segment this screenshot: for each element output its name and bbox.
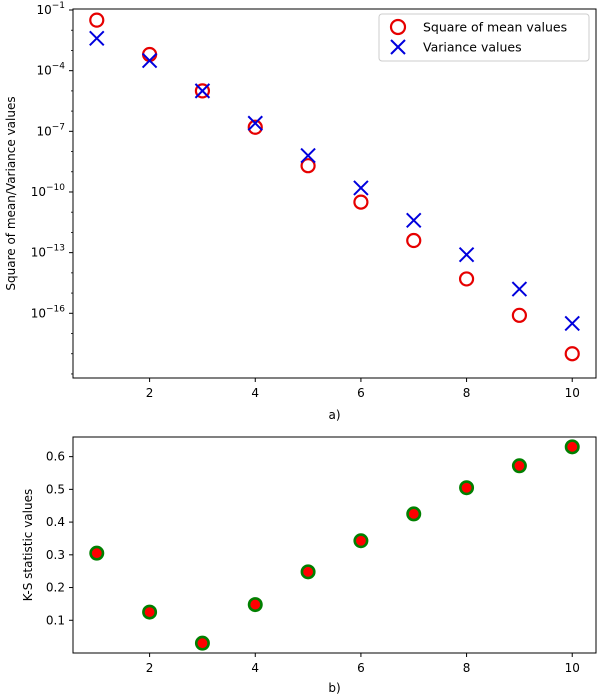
panel-b-chart: 2 4 6 8 10 0.1 0.2 0.3 0.4 0.5 0.6 b) K-S statist…: [21, 436, 597, 695]
ks-statistic-point: [194, 635, 210, 651]
panel-a-y-label: Square of mean/Variance values: [4, 96, 18, 290]
panel-a-chart: 2 4 6 8 10 10−1 10−4 10−7 10−10 10−13 10−16 a) Sq…: [4, 1, 597, 422]
legend-box: [378, 13, 590, 62]
variance-point: [564, 315, 580, 332]
panel-b-axes-frame: [72, 436, 597, 654]
variance-point: [247, 115, 263, 131]
y-tick-label: 0.2: [46, 581, 65, 595]
variance-point: [89, 30, 105, 47]
legend-circle-marker: [389, 18, 407, 36]
y-tick-label: 10−16: [31, 304, 66, 320]
y-tick-label: 10−4: [36, 62, 65, 78]
ks-statistic-point: [459, 480, 475, 496]
square-of-mean-point: [89, 12, 105, 28]
y-tick-label: 10−1: [36, 1, 65, 17]
square-of-mean-point: [194, 83, 211, 99]
square-of-mean-point: [511, 307, 527, 323]
ks-statistic-point: [353, 533, 369, 549]
square-of-mean-point: [353, 194, 369, 210]
square-of-mean-point: [458, 271, 475, 287]
y-tick-label: 10−7: [36, 122, 65, 138]
y-tick-label: 0.4: [46, 515, 65, 529]
ks-statistic-point: [89, 545, 105, 561]
panel-a-legend: Square of mean values Variance values: [378, 13, 590, 62]
ks-statistic-point: [406, 506, 422, 522]
x-tick-label: 4: [251, 661, 259, 675]
square-of-mean-point: [564, 346, 580, 362]
panel-a-y-ticks: 10−1 10−4 10−7 10−10 10−13 10−16: [31, 1, 73, 375]
square-of-mean-point: [406, 232, 422, 249]
panel-b-marks: [89, 439, 580, 651]
panel-b-y-label: K-S statistic values: [21, 489, 35, 601]
panel-a-x-ticks: 2 4 6 8 10: [146, 378, 580, 400]
variance-point: [353, 180, 369, 196]
y-tick-label: 10−10: [31, 183, 66, 199]
x-tick-label: 8: [463, 661, 471, 675]
variance-point: [458, 246, 475, 263]
ks-statistic-point: [511, 458, 527, 474]
square-of-mean-point: [300, 158, 316, 174]
variance-point: [406, 212, 422, 228]
x-tick-label: 2: [146, 661, 154, 675]
x-tick-label: 2: [146, 386, 154, 400]
variance-point: [300, 147, 316, 164]
ks-statistic-point: [300, 564, 316, 580]
y-tick-label: 0.3: [46, 548, 65, 562]
square-of-mean-point: [247, 119, 263, 135]
ks-statistic-point: [564, 439, 580, 455]
y-tick-label: 0.1: [46, 613, 65, 627]
x-tick-label: 6: [357, 386, 365, 400]
panel-b-x-ticks: 2 4 6 8 10: [146, 653, 580, 675]
ks-statistic-point: [142, 604, 158, 620]
legend-x-marker: [390, 39, 406, 55]
x-tick-label: 4: [251, 386, 259, 400]
x-tick-label: 8: [463, 386, 471, 400]
variance-point: [194, 83, 211, 99]
variance-point: [511, 281, 528, 297]
y-tick-label: 0.6: [46, 450, 65, 464]
x-tick-label: 6: [357, 661, 365, 675]
ks-statistic-point: [247, 597, 263, 613]
y-tick-label: 0.5: [46, 482, 65, 496]
legend-label-variance: Variance values: [423, 40, 522, 55]
square-of-mean-point: [142, 46, 158, 63]
panel-a-x-label: a): [328, 408, 340, 422]
panel-b-y-ticks: 0.1 0.2 0.3 0.4 0.5 0.6: [46, 450, 73, 627]
panel-a-marks: [89, 12, 580, 362]
variance-point: [141, 52, 158, 69]
panel-a-axes-frame: [72, 8, 597, 379]
panel-b-x-label: b): [328, 681, 340, 695]
x-tick-label: 10: [565, 386, 580, 400]
y-tick-label: 10−13: [31, 244, 65, 260]
x-tick-label: 10: [565, 661, 580, 675]
legend-label-square-of-mean: Square of mean values: [423, 20, 567, 35]
